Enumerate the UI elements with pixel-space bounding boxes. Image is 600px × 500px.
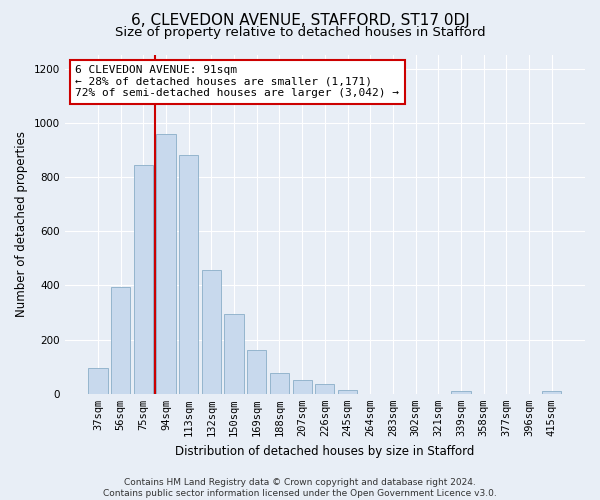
Bar xyxy=(247,350,266,394)
Text: 6 CLEVEDON AVENUE: 91sqm
← 28% of detached houses are smaller (1,171)
72% of sem: 6 CLEVEDON AVENUE: 91sqm ← 28% of detach… xyxy=(75,65,399,98)
Bar xyxy=(315,384,334,394)
Bar xyxy=(111,286,130,394)
Bar xyxy=(157,134,176,394)
X-axis label: Distribution of detached houses by size in Stafford: Distribution of detached houses by size … xyxy=(175,444,475,458)
Text: 6, CLEVEDON AVENUE, STAFFORD, ST17 0DJ: 6, CLEVEDON AVENUE, STAFFORD, ST17 0DJ xyxy=(131,12,469,28)
Bar xyxy=(134,165,153,394)
Bar xyxy=(293,380,312,394)
Bar xyxy=(224,314,244,394)
Bar xyxy=(542,391,562,394)
Bar xyxy=(451,391,470,394)
Bar xyxy=(202,270,221,394)
Text: Size of property relative to detached houses in Stafford: Size of property relative to detached ho… xyxy=(115,26,485,39)
Bar xyxy=(88,368,107,394)
Bar xyxy=(179,156,199,394)
Bar xyxy=(270,374,289,394)
Y-axis label: Number of detached properties: Number of detached properties xyxy=(15,132,28,318)
Bar xyxy=(338,390,357,394)
Text: Contains HM Land Registry data © Crown copyright and database right 2024.
Contai: Contains HM Land Registry data © Crown c… xyxy=(103,478,497,498)
